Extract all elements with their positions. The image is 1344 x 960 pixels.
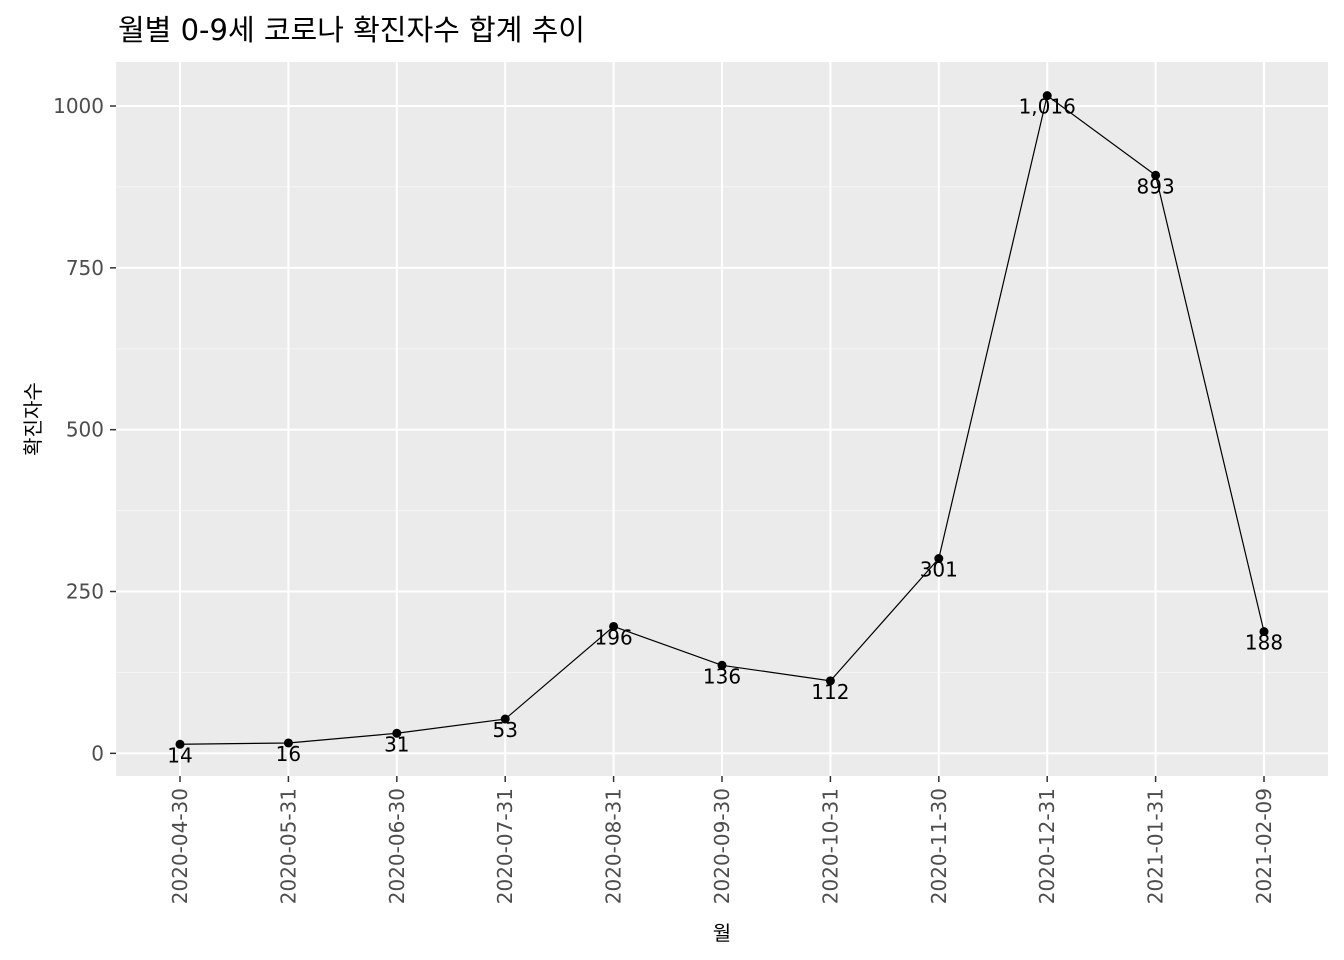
data-point	[717, 660, 727, 670]
grid-major	[116, 62, 1328, 776]
y-tick-label: 250	[66, 580, 104, 604]
x-tick-label: 2020-07-31	[493, 788, 517, 904]
y-tick-label: 1000	[53, 94, 104, 118]
x-tick-label: 2020-08-31	[602, 788, 626, 904]
data-label: 112	[811, 680, 849, 704]
data-point	[500, 714, 510, 724]
data-point	[1151, 170, 1161, 180]
x-tick-label: 2021-01-31	[1144, 788, 1168, 904]
x-tick-label: 2020-12-31	[1035, 788, 1059, 904]
data-label: 31	[384, 732, 409, 756]
x-tick-label: 2020-10-31	[818, 788, 842, 904]
data-point	[1042, 91, 1052, 101]
y-tick-label: 500	[66, 418, 104, 442]
data-label: 53	[492, 718, 517, 742]
data-labels: 14 16 31 53 196 136 112 301 1,016 893 188	[167, 95, 1283, 768]
data-point	[392, 728, 402, 738]
data-label: 301	[920, 557, 958, 581]
data-label: 196	[595, 625, 633, 649]
y-axis: 0 250 500 750 1000	[53, 94, 116, 765]
data-point	[825, 676, 835, 686]
x-tick-label: 2020-05-31	[276, 788, 300, 904]
x-tick-label: 2021-02-09	[1252, 788, 1276, 904]
x-axis-title: 월	[713, 921, 731, 945]
x-tick-label: 2020-04-30	[168, 788, 192, 904]
y-tick-label: 0	[91, 741, 104, 765]
x-axis: 2020-04-30 2020-05-31 2020-06-30 2020-07-31…	[168, 776, 1276, 904]
data-label: 14	[167, 743, 192, 767]
data-label: 893	[1137, 174, 1175, 198]
x-tick-label: 2020-11-30	[927, 788, 951, 904]
data-label: 188	[1245, 631, 1283, 655]
data-points	[175, 91, 1269, 749]
data-point	[934, 553, 944, 563]
data-label: 136	[703, 664, 741, 688]
chart-title: 월별 0-9세 코로나 확진자수 합계 추이	[118, 13, 585, 47]
x-tick-label: 2020-06-30	[385, 788, 409, 904]
data-label: 16	[276, 742, 301, 766]
data-label: 1,016	[1019, 95, 1076, 119]
data-point	[175, 739, 185, 749]
x-tick-label: 2020-09-30	[710, 788, 734, 904]
y-axis-title: 확진자수	[21, 382, 45, 456]
data-point	[1259, 627, 1269, 637]
data-point	[609, 621, 619, 631]
y-tick-label: 750	[66, 256, 104, 280]
data-point	[283, 738, 293, 748]
